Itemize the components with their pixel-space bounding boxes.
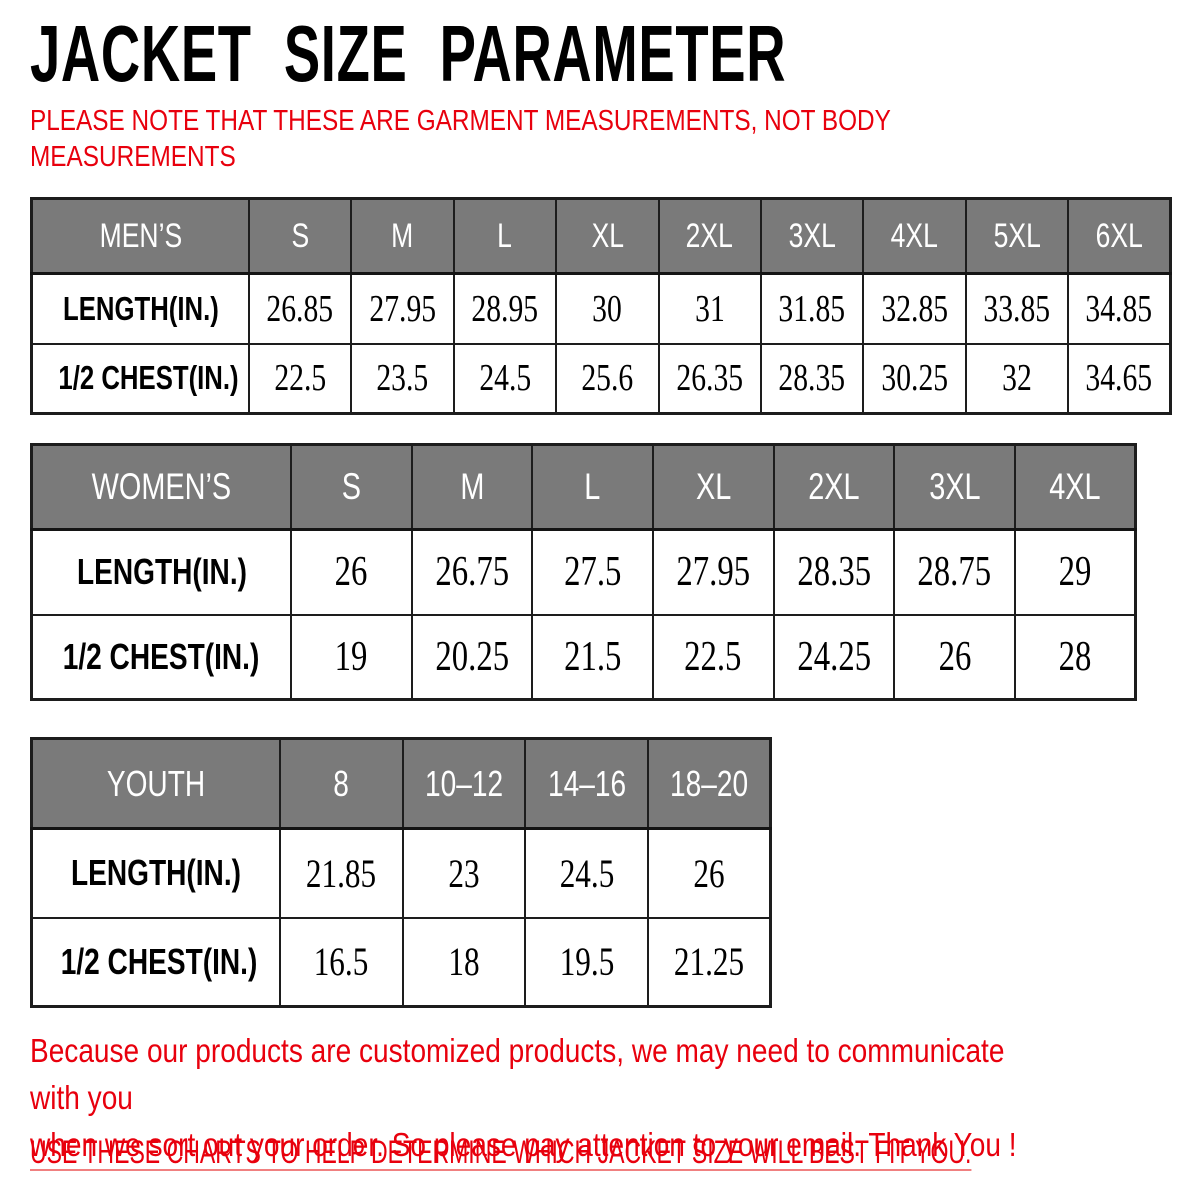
fit-instruction: USE THESE CHARTS TO HELP DETERMINE WHICH… [30, 1132, 1200, 1172]
mens-size-table: MEN’S S M L XL 2XL 3XL 4XL 5XL 6XL LENGTH(IN.) 26.8… [30, 197, 1172, 415]
size-value-cell: 31 [657, 272, 762, 345]
row-label: 1/2 CHEST(IN.) [30, 916, 281, 1008]
size-column-header: 3XL [759, 197, 865, 275]
page-title: JACKET SIZE PARAMETER [30, 14, 1142, 94]
size-value-cell: 20.25 [410, 613, 534, 701]
size-value-cell: 32 [964, 342, 1070, 415]
size-value-cell: 32.85 [862, 272, 967, 345]
size-value-cell: 25.6 [555, 342, 660, 415]
size-column-header: M [350, 197, 455, 275]
size-value-cell: 28.75 [893, 528, 1016, 616]
customization-notice-text: Because our products are customized prod… [30, 1032, 1017, 1163]
size-value-cell: 30 [555, 272, 660, 345]
size-value-cell: 31.85 [759, 272, 865, 345]
row-label: 1/2 CHEST(IN.) [30, 613, 292, 701]
size-column-header: 18–20 [646, 737, 772, 830]
size-value-cell: 34.85 [1067, 272, 1172, 345]
size-column-header: 8 [279, 737, 404, 830]
size-column-header: 5XL [964, 197, 1070, 275]
size-column-header: S [247, 197, 353, 275]
size-column-header: XL [651, 443, 775, 531]
row-label: LENGTH(IN.) [30, 528, 292, 616]
size-column-header: XL [555, 197, 660, 275]
size-column-header: L [531, 443, 654, 531]
size-column-header: 10–12 [401, 737, 527, 830]
row-label: 1/2 CHEST(IN.) [30, 342, 250, 415]
size-column-header: L [452, 197, 558, 275]
size-column-header: 6XL [1067, 197, 1172, 275]
size-value-cell: 34.65 [1067, 342, 1172, 415]
size-value-cell: 27.5 [531, 528, 654, 616]
size-column-header: 3XL [893, 443, 1016, 531]
garment-measurements-note: PLEASE NOTE THAT THESE ARE GARMENT MEASU… [30, 103, 1055, 175]
size-value-cell: 21.5 [531, 613, 654, 701]
size-value-cell: 21.25 [646, 916, 772, 1008]
size-value-cell: 24.25 [772, 613, 896, 701]
size-column-header: 4XL [1013, 443, 1137, 531]
size-value-cell: 23 [401, 827, 527, 919]
size-value-cell: 27.95 [651, 528, 775, 616]
fit-instruction-text: USE THESE CHARTS TO HELP DETERMINE WHICH… [30, 1134, 972, 1170]
size-value-cell: 28.35 [759, 342, 865, 415]
size-value-cell: 26.35 [657, 342, 762, 415]
size-value-cell: 26 [893, 613, 1016, 701]
size-column-header: 2XL [772, 443, 896, 531]
womens-size-table: WOMEN’S S M L XL 2XL 3XL 4XL LENGTH(IN.) 26 26.75 2… [30, 443, 1137, 701]
customization-notice: Because our products are customized prod… [30, 1027, 1200, 1168]
size-value-cell: 30.25 [862, 342, 967, 415]
size-value-cell: 29 [1013, 528, 1137, 616]
size-value-cell: 19.5 [524, 916, 649, 1008]
size-value-cell: 24.5 [524, 827, 649, 919]
youth-size-table: YOUTH 8 10–12 14–16 18–20 LENGTH(IN.) 21.85 23 2… [30, 737, 772, 1008]
row-label: LENGTH(IN.) [30, 272, 250, 345]
size-column-header: S [290, 443, 413, 531]
size-value-cell: 27.95 [350, 272, 455, 345]
table-corner-label: YOUTH [30, 737, 281, 830]
size-value-cell: 24.5 [452, 342, 558, 415]
garment-measurements-note-text: PLEASE NOTE THAT THESE ARE GARMENT MEASU… [30, 105, 891, 173]
table-corner-label: MEN’S [30, 197, 250, 275]
size-value-cell: 22.5 [651, 613, 775, 701]
size-value-cell: 26.75 [410, 528, 534, 616]
size-value-cell: 28.35 [772, 528, 896, 616]
size-value-cell: 23.5 [350, 342, 455, 415]
row-label: LENGTH(IN.) [30, 827, 281, 919]
size-column-header: 14–16 [524, 737, 649, 830]
size-value-cell: 28.95 [452, 272, 558, 345]
size-column-header: M [410, 443, 534, 531]
size-value-cell: 26 [290, 528, 413, 616]
size-value-cell: 18 [401, 916, 527, 1008]
size-value-cell: 28 [1013, 613, 1137, 701]
size-value-cell: 16.5 [279, 916, 404, 1008]
size-value-cell: 19 [290, 613, 413, 701]
size-value-cell: 22.5 [247, 342, 353, 415]
size-value-cell: 26 [646, 827, 772, 919]
size-column-header: 2XL [657, 197, 762, 275]
size-value-cell: 21.85 [279, 827, 404, 919]
size-column-header: 4XL [862, 197, 967, 275]
table-corner-label: WOMEN’S [30, 443, 292, 531]
size-value-cell: 33.85 [964, 272, 1070, 345]
page-title-text: JACKET SIZE PARAMETER [30, 9, 787, 98]
size-value-cell: 26.85 [247, 272, 353, 345]
